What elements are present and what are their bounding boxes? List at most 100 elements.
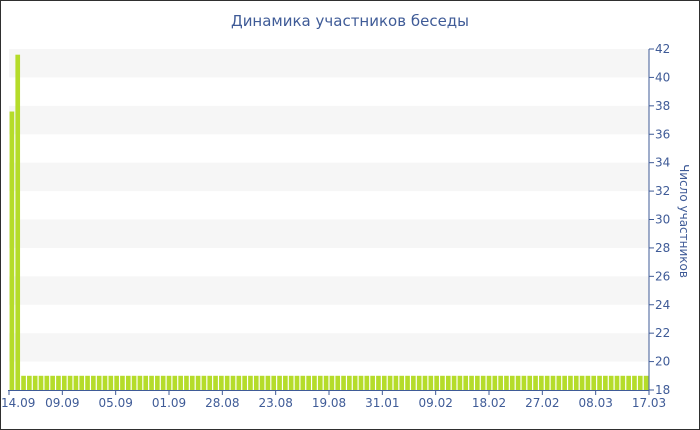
bar	[509, 375, 515, 390]
x-tick-label: 09.02	[418, 396, 452, 410]
grid-bands	[9, 49, 649, 362]
y-tick-label: 20	[655, 355, 670, 369]
y-axis-title: Число участников	[677, 164, 691, 278]
bar	[102, 375, 108, 390]
bar	[364, 375, 370, 390]
grid-band	[9, 105, 649, 135]
bar	[44, 375, 50, 390]
bar	[248, 375, 253, 390]
bar	[312, 375, 317, 390]
bar	[504, 375, 509, 390]
bar	[341, 375, 346, 390]
bar	[265, 375, 271, 390]
bar	[294, 375, 300, 390]
y-tick-label: 34	[655, 156, 670, 170]
bar	[38, 375, 44, 390]
bar	[614, 375, 620, 390]
bar	[50, 375, 55, 390]
bar	[131, 375, 137, 390]
bar	[15, 54, 21, 390]
x-tick-label: 01.09	[152, 396, 186, 410]
bar	[283, 375, 288, 390]
bar	[562, 375, 567, 390]
x-tick-label: 31.01	[365, 396, 399, 410]
bar	[189, 375, 195, 390]
x-tick-label: 09.09	[45, 396, 79, 410]
bar	[27, 375, 32, 390]
y-tick-label: 18	[655, 383, 670, 397]
bar	[155, 375, 160, 390]
bar	[585, 375, 591, 390]
bar	[21, 375, 26, 390]
bar	[201, 375, 207, 390]
bar	[207, 375, 213, 390]
bar	[79, 375, 85, 390]
bar	[411, 375, 416, 390]
bar	[597, 375, 602, 390]
bar	[416, 375, 422, 390]
y-tick-label: 30	[655, 213, 670, 227]
bar	[32, 375, 38, 390]
x-tick-label: 28.08	[205, 396, 239, 410]
bar	[219, 375, 224, 390]
bar	[259, 375, 265, 390]
bar	[300, 375, 306, 390]
grid-band	[9, 333, 649, 362]
bar	[236, 375, 242, 390]
y-tick-label: 26	[655, 269, 670, 283]
bar	[213, 375, 218, 390]
bar	[486, 375, 492, 390]
bar	[306, 375, 311, 390]
bar	[550, 375, 556, 390]
bar	[108, 375, 114, 390]
bar	[9, 111, 15, 391]
y-tick-label: 28	[655, 241, 670, 255]
bar	[376, 375, 381, 390]
bar	[539, 375, 544, 390]
y-tick-label: 42	[655, 42, 670, 56]
x-tick-label: 08.03	[578, 396, 612, 410]
bar	[317, 375, 323, 390]
bar	[73, 375, 79, 390]
bar	[224, 375, 230, 390]
bar	[626, 375, 631, 390]
bar	[381, 375, 387, 390]
x-tick-label: 14.09	[1, 396, 35, 410]
bar	[492, 375, 498, 390]
bar	[463, 375, 469, 390]
bar	[329, 375, 335, 390]
bar	[387, 375, 393, 390]
bar	[323, 375, 329, 390]
y-tick-label: 40	[655, 70, 670, 84]
bar	[498, 375, 503, 390]
bar	[253, 375, 259, 390]
bar	[591, 375, 597, 390]
bar	[521, 375, 527, 390]
bar	[515, 375, 521, 390]
bar	[56, 375, 61, 390]
bar	[422, 375, 428, 390]
bar	[579, 375, 585, 390]
bar	[405, 375, 410, 390]
bar	[440, 375, 445, 390]
bar	[242, 375, 247, 390]
bar	[475, 375, 480, 390]
bar	[451, 375, 457, 390]
bar	[67, 375, 73, 390]
bar	[352, 375, 358, 390]
bar	[399, 375, 405, 390]
bar	[480, 375, 486, 390]
bar	[603, 375, 608, 390]
bar	[149, 375, 154, 390]
grid-band	[9, 162, 649, 192]
bar	[85, 375, 90, 390]
bars-layer	[9, 54, 649, 391]
bar	[428, 375, 434, 390]
x-tick-label: 17.03	[632, 396, 666, 410]
bar	[358, 375, 364, 390]
grid-band	[9, 49, 649, 78]
x-tick-label: 18.02	[472, 396, 506, 410]
bar	[573, 375, 579, 390]
bar	[544, 375, 550, 390]
